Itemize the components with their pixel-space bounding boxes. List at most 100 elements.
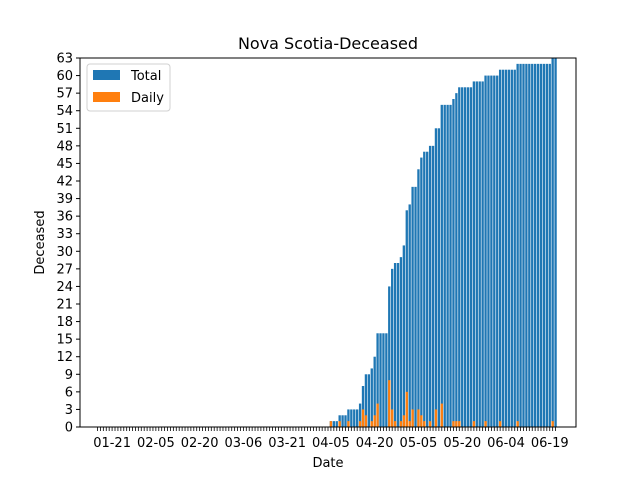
daily-bar (376, 403, 379, 427)
total-bar (463, 87, 467, 427)
total-bar (443, 104, 446, 428)
total-bar (370, 368, 373, 427)
total-bar (531, 63, 534, 428)
total-bar (341, 415, 344, 427)
total-bar (414, 186, 417, 427)
y-tick-label: 12 (56, 350, 73, 365)
legend-label-daily: Daily (131, 91, 164, 106)
legend-label-total: Total (130, 69, 161, 84)
total-bar (536, 63, 540, 428)
x-tick-label: 03-21 (268, 436, 306, 451)
total-bar (440, 104, 443, 428)
total-bar (423, 151, 426, 427)
total-bar (466, 87, 470, 427)
daily-bar (329, 421, 333, 427)
daily-bar (458, 421, 461, 427)
total-bar (361, 386, 365, 427)
total-bar (437, 128, 441, 428)
x-tick-label: 01-21 (93, 436, 131, 451)
total-bar (496, 75, 499, 427)
y-tick-label: 39 (56, 192, 73, 207)
daily-bar (551, 421, 554, 427)
y-tick-label: 33 (56, 227, 73, 242)
total-bar (542, 63, 546, 428)
total-bar (344, 415, 347, 427)
legend: Total Daily (86, 63, 171, 112)
daily-bar (358, 421, 362, 427)
x-tick-label: 02-20 (181, 436, 219, 451)
daily-bar (408, 421, 411, 427)
total-bar (452, 99, 455, 427)
total-bar (504, 69, 508, 428)
daily-bar (411, 409, 414, 427)
x-tick-label: 06-19 (531, 436, 569, 451)
y-tick-label: 42 (56, 175, 73, 190)
total-bar (539, 63, 543, 428)
y-tick-label: 54 (56, 104, 73, 119)
total-bar (513, 69, 516, 428)
y-tick-label: 15 (56, 333, 73, 348)
daily-bar (417, 409, 420, 427)
total-bar (350, 409, 353, 427)
total-bar (501, 69, 505, 428)
total-bars (329, 58, 557, 428)
total-bar (469, 87, 473, 427)
total-bar (478, 81, 481, 428)
y-tick-label: 0 (65, 421, 73, 436)
total-bar (399, 257, 403, 427)
y-tick-label: 57 (56, 87, 73, 102)
total-bar (347, 409, 350, 427)
total-bar (528, 63, 531, 428)
total-bar (481, 81, 484, 428)
daily-bar (472, 421, 476, 427)
y-tick-label: 30 (56, 245, 73, 260)
y-tick-label: 6 (65, 385, 73, 400)
daily-bars (329, 380, 554, 427)
daily-bar (428, 421, 432, 427)
daily-bar (516, 421, 519, 427)
total-bar (525, 63, 528, 428)
total-bar (551, 58, 554, 427)
total-bar (428, 145, 432, 428)
total-bar (484, 75, 487, 427)
y-tick-label: 18 (56, 315, 73, 330)
daily-bar (440, 403, 443, 427)
y-tick-label: 51 (56, 122, 73, 137)
total-bar (510, 69, 513, 428)
daily-bar (405, 391, 408, 427)
total-bar (455, 93, 458, 427)
total-bar (335, 421, 338, 427)
total-bar (498, 69, 502, 428)
y-tick-label: 9 (65, 368, 73, 383)
y-axis-label: Deceased (33, 210, 48, 274)
daily-bar (347, 421, 350, 427)
x-tick-label: 05-20 (443, 436, 481, 451)
total-bar (449, 104, 452, 428)
total-bar (385, 333, 388, 427)
total-bar (472, 81, 476, 428)
total-bar (490, 75, 493, 427)
daily-bar (434, 409, 438, 427)
y-tick-label: 27 (56, 262, 73, 277)
total-bar (461, 87, 464, 427)
plot-frame (79, 57, 577, 428)
daily-bar (423, 421, 426, 427)
total-bar (431, 145, 435, 428)
total-bar (519, 63, 522, 428)
legend-swatch-total (93, 70, 120, 80)
y-tick-label: 36 (56, 210, 73, 225)
total-bar (426, 151, 429, 427)
y-tick-label: 48 (56, 139, 73, 154)
total-bar (388, 286, 391, 427)
daily-bar (484, 421, 487, 427)
daily-bar (388, 380, 391, 427)
y-tick-label: 24 (56, 280, 73, 295)
daily-bar (452, 421, 455, 427)
total-bar (545, 63, 548, 428)
y-tick-label: 3 (65, 403, 73, 418)
x-tick-label: 03-06 (224, 436, 262, 451)
total-bar (332, 421, 335, 427)
total-bar (487, 75, 490, 427)
